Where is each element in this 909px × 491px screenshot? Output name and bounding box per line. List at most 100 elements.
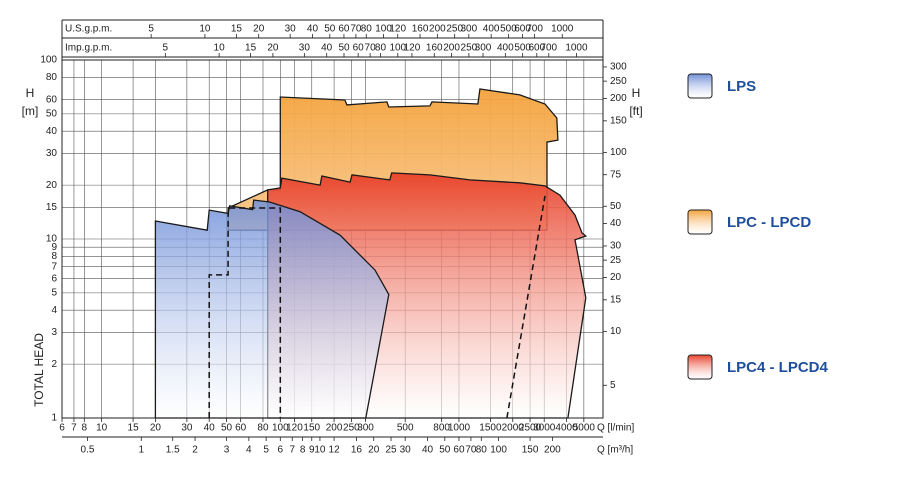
- secondary-x-tick-label: 70: [465, 445, 477, 456]
- y-axis-unit: [m]: [22, 104, 39, 118]
- x-tick-label: 20: [150, 423, 162, 434]
- x-tick-label: 200: [326, 423, 343, 434]
- y-tick-label: 40: [46, 126, 58, 137]
- secondary-x-tick-label: 20: [368, 445, 380, 456]
- secondary-x-tick-label: 60: [353, 43, 365, 54]
- x-tick-label: 150: [303, 423, 320, 434]
- y2-tick-label: 75: [610, 169, 622, 180]
- secondary-x-tick-label: 1000: [565, 43, 588, 54]
- y2-tick-label: 150: [610, 115, 627, 126]
- secondary-x-tick-label: 250: [446, 24, 463, 35]
- secondary-x-tick-label: 120: [389, 24, 406, 35]
- secondary-x-tick-label: 160: [412, 24, 429, 35]
- secondary-x-tick-label: 160: [426, 43, 443, 54]
- x-tick-label: 500: [397, 423, 414, 434]
- secondary-x-tick-label: 15: [231, 24, 243, 35]
- x-tick-label: 300: [357, 423, 374, 434]
- secondary-x-tick-label: 12: [329, 445, 341, 456]
- y-tick-label: 7: [51, 261, 57, 272]
- secondary-x-tick-label: 3: [224, 445, 230, 456]
- dashed-line: [208, 207, 282, 418]
- y-tick-label: 9: [51, 242, 57, 253]
- x-tick-label: 50: [221, 423, 233, 434]
- y-tick-label: 15: [46, 202, 58, 213]
- secondary-x-tick-label: 1.5: [166, 445, 180, 456]
- y2-tick-label: 20: [610, 272, 622, 283]
- legend-label: LPC4 - LPCD4: [727, 359, 829, 376]
- x-tick-label: 5000: [573, 423, 596, 434]
- x-tick-label: 1000: [448, 423, 471, 434]
- secondary-x-tick-label: 20: [253, 24, 265, 35]
- x-tick-label: 4000: [555, 423, 578, 434]
- secondary-x-tick-label: 20: [267, 43, 279, 54]
- secondary-x-tick-label: 500: [500, 24, 517, 35]
- x-tick-label: 30: [181, 423, 193, 434]
- secondary-x-tick-label: 200: [429, 24, 446, 35]
- secondary-x-tick-label: 80: [361, 24, 373, 35]
- secondary-x-tick-label: 4: [246, 445, 252, 456]
- secondary-x-tick-label: 200: [544, 445, 561, 456]
- secondary-x-tick-label: 300: [475, 43, 492, 54]
- dashed-line: [506, 195, 546, 419]
- secondary-x-tick-label: 40: [422, 445, 434, 456]
- secondary-x-tick-label: 5: [148, 24, 154, 35]
- x-tick-label: 2500: [519, 423, 542, 434]
- secondary-x-tick-label: 10: [199, 24, 211, 35]
- legend-swatch: [687, 209, 713, 235]
- legend-label: LPS: [727, 78, 756, 95]
- x-tick-label: 80: [257, 423, 269, 434]
- x-tick-label: 8: [82, 423, 88, 434]
- secondary-x-tick-label: 60: [338, 24, 350, 35]
- secondary-x-tick-label: 400: [483, 24, 500, 35]
- y-tick-label: 4: [51, 305, 57, 316]
- y2-tick-label: 30: [610, 241, 622, 252]
- y2-tick-label: 10: [610, 326, 622, 337]
- x-tick-label: 6: [59, 423, 65, 434]
- secondary-x-tick-label: 8: [300, 445, 306, 456]
- x-tick-label: 800: [433, 423, 450, 434]
- secondary-x-tick-label: 600: [528, 43, 545, 54]
- secondary-x-tick-label: 50: [324, 24, 336, 35]
- y-tick-label: 50: [46, 109, 58, 120]
- y-tick-label: 2: [51, 359, 57, 370]
- y2-tick-label: 100: [610, 147, 627, 158]
- secondary-x-tick-label: 700: [526, 24, 543, 35]
- y-tick-label: 30: [46, 148, 58, 159]
- x-tick-label: 7: [71, 423, 77, 434]
- legend-swatch: [687, 73, 713, 99]
- secondary-x-tick-label: 30: [285, 24, 297, 35]
- secondary-x-tick-label: 1000: [551, 24, 574, 35]
- x-tick-label: 40: [204, 423, 216, 434]
- x-tick-label: 60: [235, 423, 247, 434]
- x-tick-label: 10: [96, 423, 108, 434]
- y2-axis-label: H: [632, 86, 641, 100]
- secondary-x-tick-label: 5: [263, 445, 269, 456]
- secondary-x-tick-label: 25: [385, 445, 397, 456]
- secondary-x-tick-label: 120: [404, 43, 421, 54]
- secondary-x-tick-label: 16: [351, 445, 363, 456]
- x-tick-label: 2000: [502, 423, 525, 434]
- secondary-x-tick-label: 40: [307, 24, 319, 35]
- secondary-x-tick-label: 50: [338, 43, 350, 54]
- y-tick-label: 5: [51, 288, 57, 299]
- y-tick-label: 10: [46, 234, 58, 245]
- secondary-x-tick-label: 80: [375, 43, 387, 54]
- secondary-x-tick-label: 70: [365, 43, 377, 54]
- secondary-x-tick-label: 400: [497, 43, 514, 54]
- area: [154, 199, 390, 419]
- y2-tick-label: 50: [610, 201, 622, 212]
- y-tick-label: 80: [46, 72, 58, 83]
- secondary-x-tick-label: 0.5: [81, 445, 95, 456]
- secondary-x-tick-label: 30: [400, 445, 412, 456]
- secondary-x-tick-label: 2: [192, 445, 198, 456]
- y-tick-label: 3: [51, 327, 57, 338]
- y2-tick-label: 40: [610, 218, 622, 229]
- secondary-x-tick-label: 40: [321, 43, 333, 54]
- secondary-x-tick-label: 5: [163, 43, 169, 54]
- legend-label: LPC - LPCD: [727, 214, 811, 231]
- x-axis-label: Q [l/min]: [597, 423, 634, 434]
- secondary-x-tick-label: 250: [461, 43, 478, 54]
- secondary-x-tick-label: 700: [540, 43, 557, 54]
- x-tick-label: 1500: [479, 423, 502, 434]
- secondary-x-tick-label: 100: [490, 445, 507, 456]
